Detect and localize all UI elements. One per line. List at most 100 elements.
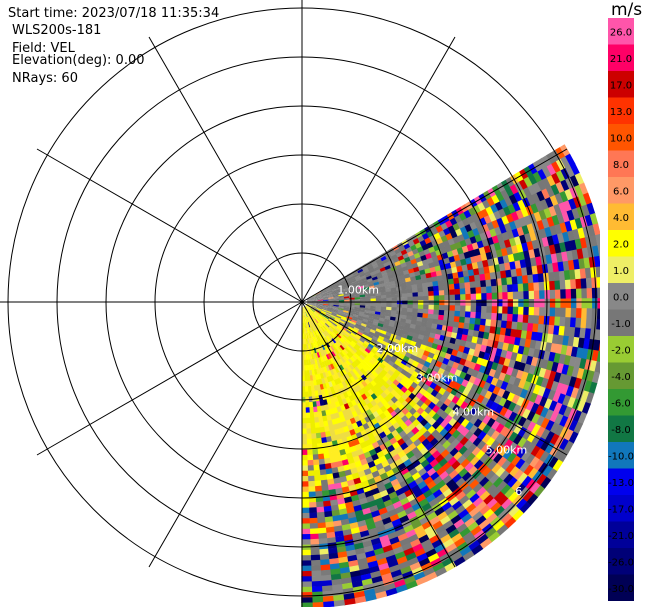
velocity-gate: [549, 411, 559, 423]
velocity-gate: [526, 266, 533, 276]
velocity-gate: [488, 212, 497, 223]
velocity-gate: [303, 312, 305, 318]
velocity-gate: [438, 309, 445, 316]
velocity-gate: [320, 580, 333, 587]
velocity-gate: [484, 272, 491, 281]
velocity-gate: [314, 490, 323, 498]
velocity-gate: [468, 406, 478, 417]
velocity-gate: [341, 314, 348, 318]
velocity-gate: [422, 308, 429, 315]
velocity-gate: [387, 351, 395, 358]
velocity-gate: [332, 321, 339, 326]
velocity-gate: [484, 446, 495, 458]
velocity-gate: [522, 346, 530, 357]
velocity-gate: [536, 264, 544, 275]
velocity-gate: [369, 329, 376, 334]
velocity-gate: [319, 356, 324, 363]
velocity-gate: [309, 309, 314, 314]
velocity-gate: [446, 326, 454, 333]
velocity-gate: [441, 461, 452, 472]
velocity-gate: [316, 292, 322, 296]
velocity-gate: [568, 431, 579, 445]
velocity-gate: [389, 250, 397, 257]
velocity-gate: [566, 209, 576, 222]
velocity-gate: [306, 304, 312, 307]
velocity-gate: [335, 316, 341, 321]
velocity-gate: [399, 537, 411, 547]
velocity-gate: [482, 415, 492, 426]
velocity-gate: [324, 323, 330, 328]
velocity-gate: [340, 318, 346, 323]
velocity-gate: [406, 288, 413, 294]
velocity-gate: [336, 371, 343, 379]
velocity-gate: [310, 314, 315, 320]
azimuth-line: [301, 301, 568, 456]
velocity-gate: [393, 350, 401, 357]
velocity-gate: [426, 322, 433, 329]
velocity-gate: [321, 318, 327, 324]
velocity-gate: [484, 325, 491, 334]
velocity-gate: [321, 309, 328, 312]
velocity-gate: [439, 534, 452, 545]
velocity-gate: [377, 562, 390, 572]
velocity-gate: [301, 523, 310, 530]
velocity-gate: [507, 284, 514, 293]
velocity-gate: [332, 322, 338, 327]
velocity-gate: [344, 430, 352, 438]
velocity-gate: [400, 359, 408, 366]
velocity-gate: [318, 314, 324, 320]
velocity-gate: [433, 244, 441, 252]
velocity-gate: [368, 359, 376, 366]
velocity-gate: [349, 323, 356, 328]
velocity-gate: [435, 493, 446, 504]
velocity-gate: [432, 318, 439, 325]
velocity-gate: [322, 296, 329, 299]
velocity-gate: [331, 418, 338, 426]
velocity-gate: [470, 287, 477, 295]
velocity-gate: [476, 394, 485, 404]
velocity-gate: [366, 353, 374, 360]
velocity-gate: [310, 320, 314, 327]
velocity-gate: [365, 355, 372, 362]
velocity-gate: [390, 310, 397, 315]
velocity-gate: [341, 335, 347, 341]
velocity-gate: [496, 341, 504, 351]
velocity-gate: [458, 212, 468, 222]
velocity-gate: [330, 413, 336, 420]
velocity-gate: [368, 317, 375, 322]
velocity-gate: [327, 292, 333, 296]
velocity-gate: [318, 538, 328, 545]
velocity-gate: [557, 393, 566, 405]
velocity-gate: [454, 390, 463, 400]
velocity-gate: [351, 347, 358, 354]
velocity-gate: [480, 443, 491, 454]
velocity-gate: [323, 337, 328, 344]
velocity-gate: [554, 316, 561, 327]
velocity-gate: [404, 273, 411, 279]
velocity-gate: [309, 332, 313, 339]
velocity-gate: [589, 213, 599, 226]
velocity-gate: [526, 431, 537, 444]
velocity-gate: [528, 249, 536, 259]
velocity-gate: [327, 319, 333, 324]
velocity-gate: [475, 486, 487, 498]
velocity-gate: [526, 195, 536, 206]
colorbar-swatch: [608, 203, 634, 231]
velocity-gate: [392, 483, 402, 492]
velocity-gate: [349, 570, 361, 578]
velocity-gate: [311, 331, 315, 338]
velocity-gate: [314, 480, 322, 487]
velocity-gate: [331, 312, 338, 316]
velocity-gate: [306, 297, 313, 301]
velocity-gate: [338, 330, 345, 336]
velocity-gate: [449, 447, 459, 458]
velocity-gate: [574, 327, 581, 339]
velocity-gate: [378, 335, 385, 341]
velocity-gate: [526, 421, 537, 433]
velocity-gate: [485, 312, 492, 321]
velocity-gate: [426, 257, 434, 264]
velocity-gate: [421, 278, 428, 284]
velocity-gate: [432, 338, 440, 345]
velocity-gate: [490, 401, 499, 412]
velocity-gate: [316, 306, 323, 310]
